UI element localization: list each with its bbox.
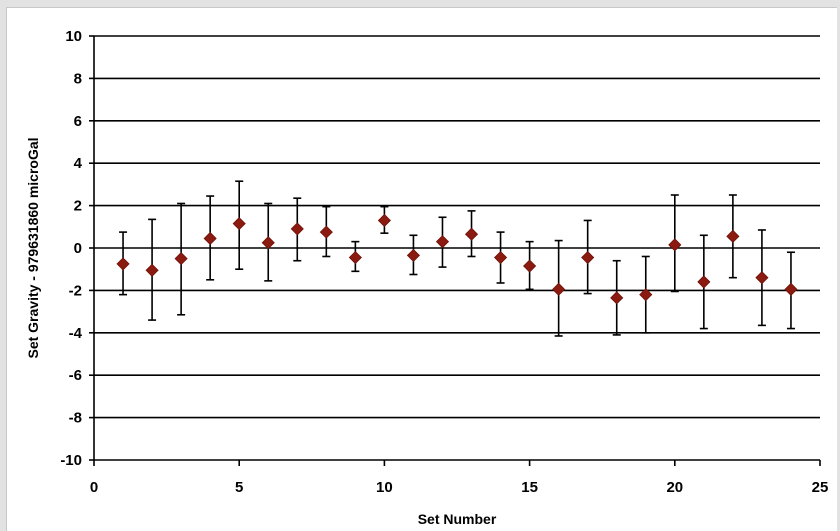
data-point [232, 217, 246, 231]
chart-area [6, 7, 837, 531]
y-axis-title: Set Gravity - 979631860 microGal [25, 137, 41, 358]
data-point [116, 257, 130, 271]
data-point [261, 236, 275, 250]
data-point [493, 250, 508, 265]
data-point [784, 282, 798, 296]
grid-lines [94, 35, 820, 461]
data-point [755, 271, 769, 285]
x-tick-label: 10 [376, 479, 393, 496]
y-tick-label: -6 [69, 367, 82, 384]
y-tick-label: 4 [74, 155, 83, 172]
data-point [406, 248, 421, 262]
y-tick-label: -8 [69, 410, 82, 427]
x-tick-label: 5 [235, 479, 243, 496]
data-point [581, 250, 595, 265]
data-point [377, 213, 391, 228]
x-tick-labels: 0 5 10 15 20 25 [90, 479, 829, 496]
data-point [464, 227, 479, 241]
data-point [174, 252, 188, 266]
data-point [697, 275, 711, 289]
x-tick-label: 15 [521, 479, 538, 496]
y-tick-label: -4 [69, 325, 83, 342]
data-point [435, 235, 450, 249]
data-point [290, 222, 304, 236]
y-tick-labels: 10 8 6 4 2 0 -2 -4 -6 -8 -10 [60, 28, 82, 469]
data-point [610, 291, 624, 305]
data-point [552, 282, 566, 296]
y-tick-label: 2 [74, 198, 82, 215]
y-tick-label: 0 [74, 240, 82, 257]
x-tick-label: 20 [666, 479, 683, 496]
data-point [726, 229, 740, 243]
data-point [639, 288, 653, 302]
data-points [116, 213, 798, 305]
y-tick-label: -10 [60, 452, 82, 469]
axes [89, 35, 821, 466]
y-tick-label: -2 [69, 282, 82, 299]
y-tick-label: 8 [74, 70, 82, 87]
data-point [348, 250, 362, 265]
data-point [203, 231, 217, 246]
y-tick-label: 6 [74, 113, 82, 130]
x-tick-label: 0 [90, 479, 98, 496]
data-point [319, 225, 333, 239]
x-tick-label: 25 [812, 479, 829, 496]
data-point [145, 263, 159, 277]
error-bars [119, 180, 795, 337]
data-point [523, 259, 537, 273]
data-point [668, 238, 682, 252]
y-tick-label: 10 [65, 28, 82, 45]
x-axis-title: Set Number [418, 511, 497, 527]
